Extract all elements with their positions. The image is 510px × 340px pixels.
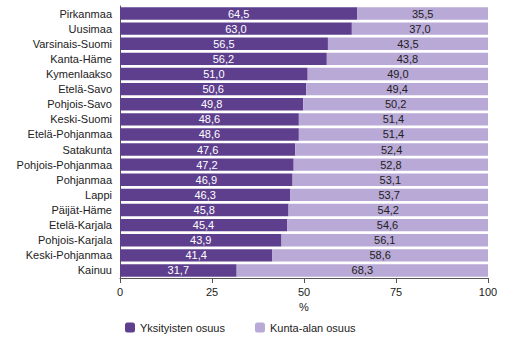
svg-text:%: % [299, 301, 309, 313]
svg-text:75: 75 [390, 286, 402, 298]
svg-text:Kunta-alan osuus: Kunta-alan osuus [270, 322, 356, 334]
svg-text:Etelä-Pohjanmaa: Etelä-Pohjanmaa [28, 128, 113, 140]
svg-text:100: 100 [479, 286, 497, 298]
svg-text:Etelä-Savo: Etelä-Savo [58, 83, 112, 95]
svg-text:Pohjois-Savo: Pohjois-Savo [47, 98, 112, 110]
svg-text:43,9: 43,9 [190, 234, 211, 246]
svg-text:Kymenlaakso: Kymenlaakso [46, 68, 112, 80]
svg-text:43,8: 43,8 [397, 53, 418, 65]
svg-text:51,4: 51,4 [383, 113, 404, 125]
svg-text:68,3: 68,3 [352, 264, 373, 276]
svg-text:Yksityisten osuus: Yksityisten osuus [140, 322, 225, 334]
svg-text:56,2: 56,2 [213, 53, 234, 65]
svg-text:Päijät-Häme: Päijät-Häme [51, 204, 112, 216]
svg-text:Keski-Suomi: Keski-Suomi [50, 113, 112, 125]
svg-text:53,1: 53,1 [380, 174, 401, 186]
svg-text:49,4: 49,4 [386, 83, 407, 95]
svg-text:47,6: 47,6 [197, 144, 218, 156]
svg-text:47,2: 47,2 [196, 159, 217, 171]
svg-text:48,6: 48,6 [199, 113, 220, 125]
svg-text:25: 25 [206, 286, 218, 298]
svg-text:64,5: 64,5 [228, 8, 249, 20]
svg-text:48,6: 48,6 [199, 128, 220, 140]
svg-text:56,1: 56,1 [374, 234, 395, 246]
svg-text:35,5: 35,5 [412, 8, 433, 20]
svg-text:43,5: 43,5 [397, 38, 418, 50]
svg-text:52,4: 52,4 [381, 144, 402, 156]
svg-text:Keski-Pohjanmaa: Keski-Pohjanmaa [26, 249, 113, 261]
svg-text:54,6: 54,6 [377, 219, 398, 231]
svg-text:Pohjois-Pohjanmaa: Pohjois-Pohjanmaa [17, 159, 113, 171]
svg-text:Uusimaa: Uusimaa [69, 23, 113, 35]
svg-text:51,0: 51,0 [203, 68, 224, 80]
svg-text:50,2: 50,2 [385, 98, 406, 110]
svg-text:52,8: 52,8 [380, 159, 401, 171]
svg-text:58,6: 58,6 [369, 249, 390, 261]
svg-text:37,0: 37,0 [409, 23, 430, 35]
svg-text:Varsinais-Suomi: Varsinais-Suomi [33, 38, 112, 50]
svg-text:51,4: 51,4 [383, 128, 404, 140]
svg-text:Kainuu: Kainuu [78, 264, 112, 276]
svg-text:50: 50 [298, 286, 310, 298]
svg-text:Pohjois-Karjala: Pohjois-Karjala [38, 234, 113, 246]
svg-text:46,3: 46,3 [194, 189, 215, 201]
svg-text:Etelä-Karjala: Etelä-Karjala [49, 219, 113, 231]
svg-text:31,7: 31,7 [168, 264, 189, 276]
svg-text:53,7: 53,7 [378, 189, 399, 201]
svg-text:56,5: 56,5 [213, 38, 234, 50]
svg-text:41,4: 41,4 [185, 249, 206, 261]
svg-text:Kanta-Häme: Kanta-Häme [50, 53, 112, 65]
svg-text:50,6: 50,6 [202, 83, 223, 95]
svg-text:0: 0 [117, 286, 123, 298]
svg-text:45,8: 45,8 [194, 204, 215, 216]
svg-text:49,0: 49,0 [387, 68, 408, 80]
svg-text:46,9: 46,9 [196, 174, 217, 186]
svg-text:63,0: 63,0 [225, 23, 246, 35]
svg-text:45,4: 45,4 [193, 219, 214, 231]
svg-text:Satakunta: Satakunta [62, 144, 112, 156]
svg-text:Pohjanmaa: Pohjanmaa [56, 174, 113, 186]
svg-text:Lappi: Lappi [85, 189, 112, 201]
svg-text:Pirkanmaa: Pirkanmaa [59, 8, 112, 20]
svg-text:49,8: 49,8 [201, 98, 222, 110]
svg-text:54,2: 54,2 [378, 204, 399, 216]
